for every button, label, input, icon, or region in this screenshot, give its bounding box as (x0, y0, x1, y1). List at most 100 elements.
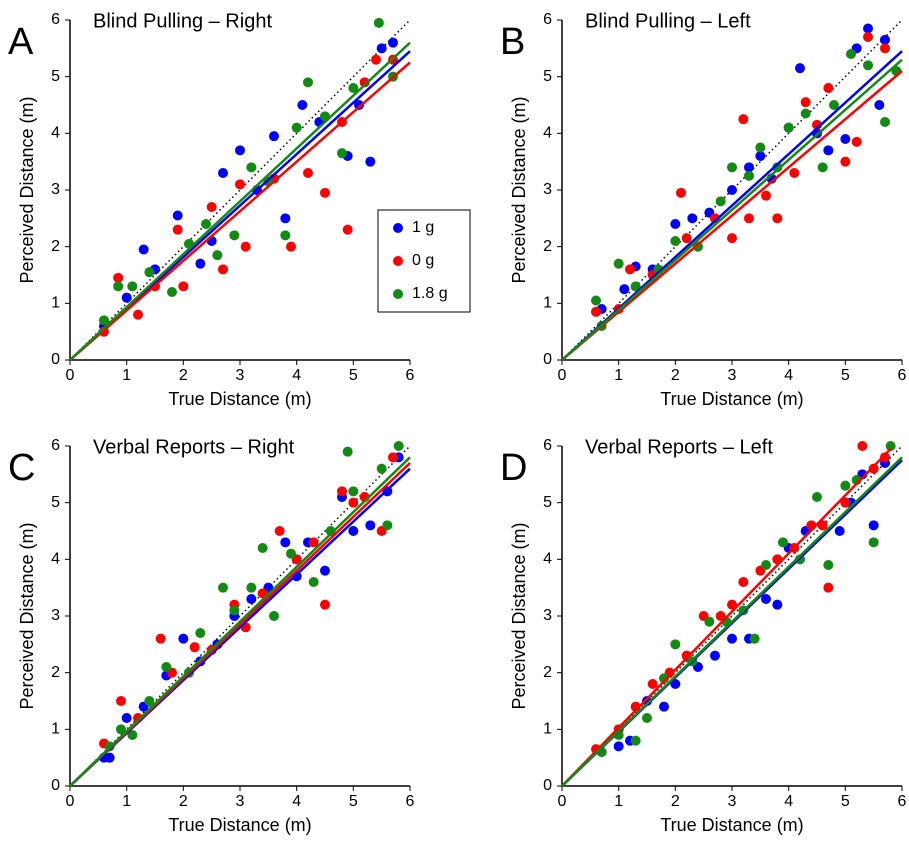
y-tick-label: 3 (543, 181, 552, 198)
data-point (772, 162, 783, 173)
y-axis-label: Perceived Distance (m) (509, 522, 529, 709)
data-point (846, 49, 856, 59)
panel-title: Blind Pulling – Right (93, 10, 272, 32)
data-point (320, 565, 330, 576)
fit-line (561, 447, 892, 787)
data-point (371, 54, 381, 65)
data-point (121, 713, 132, 723)
data-point (127, 730, 138, 740)
data-point (715, 196, 726, 207)
legend-marker (393, 256, 403, 266)
data-point (348, 497, 359, 508)
panel-title: Verbal Reports – Left (585, 436, 773, 458)
data-point (642, 713, 652, 723)
data-point (354, 100, 364, 110)
data-point (388, 37, 398, 48)
data-point (229, 230, 240, 241)
legend-label: 0 g (412, 252, 434, 269)
y-tick-label: 5 (543, 494, 552, 511)
data-point (670, 236, 681, 246)
y-tick-label: 0 (51, 351, 60, 368)
data-point (840, 134, 851, 144)
panel-letter: A (8, 21, 34, 63)
y-axis-label: Perceived Distance (m) (17, 96, 37, 283)
data-point (206, 202, 217, 212)
y-tick-label: 6 (543, 11, 552, 28)
x-axis-label: True Distance (m) (168, 389, 311, 409)
data-point (286, 548, 296, 559)
data-point (116, 724, 126, 735)
y-tick-label: 1 (543, 295, 552, 312)
data-point (630, 735, 641, 746)
data-point (863, 32, 873, 42)
y-tick-label: 4 (543, 551, 552, 568)
data-point (359, 77, 370, 88)
panel: A Blind Pulling – Right True Distance (m) P… (8, 10, 471, 409)
y-tick-label: 0 (543, 777, 552, 794)
data-point (670, 639, 681, 650)
panel-letter: B (500, 21, 525, 63)
data-point (755, 142, 766, 153)
data-point (348, 83, 359, 93)
data-point (348, 486, 359, 497)
data-point (630, 281, 641, 292)
data-point (388, 452, 398, 463)
data-point (857, 441, 868, 451)
identity-line (69, 19, 411, 361)
data-point (613, 258, 624, 269)
data-point (167, 287, 177, 297)
data-point (113, 272, 124, 283)
fit-line (69, 41, 411, 361)
data-point (320, 187, 330, 198)
data-point (840, 156, 851, 167)
data-point (817, 162, 828, 173)
data-point (172, 210, 183, 221)
fit-line (69, 456, 411, 787)
y-tick-label: 4 (51, 551, 60, 568)
data-point (286, 241, 296, 252)
data-point (591, 295, 601, 306)
data-point (342, 446, 353, 457)
data-point (851, 136, 862, 147)
x-tick-label: 1 (614, 793, 623, 810)
data-point (885, 441, 896, 451)
data-point (218, 264, 228, 275)
data-point (337, 148, 347, 159)
data-point (189, 642, 200, 653)
data-point (880, 43, 890, 54)
legend-marker (393, 289, 403, 299)
data-point (195, 628, 206, 638)
x-tick-label: 2 (179, 367, 188, 384)
data-point (659, 673, 669, 684)
panel-title: Blind Pulling – Left (585, 10, 751, 32)
fit-line (561, 456, 903, 787)
data-point (744, 213, 754, 224)
panel-letter: D (500, 447, 527, 489)
panel-title: Verbal Reports – Right (93, 436, 295, 458)
data-point (144, 696, 155, 706)
data-point (738, 114, 749, 125)
data-point (823, 560, 834, 570)
data-point (659, 701, 669, 712)
data-point (874, 100, 885, 110)
data-point (155, 633, 166, 644)
data-point (778, 537, 788, 548)
data-point (727, 633, 737, 644)
x-tick-label: 3 (728, 793, 737, 810)
x-tick-label: 5 (841, 793, 850, 810)
data-point (325, 526, 336, 536)
data-point (144, 267, 155, 278)
data-point (772, 599, 783, 610)
data-point (761, 190, 771, 201)
data-point (800, 97, 811, 108)
data-point (116, 696, 126, 706)
data-point (127, 281, 138, 292)
data-point (613, 741, 624, 752)
data-point (291, 122, 302, 133)
data-point (823, 83, 834, 93)
y-tick-label: 3 (543, 607, 552, 624)
x-tick-label: 6 (406, 793, 415, 810)
data-point (212, 250, 223, 261)
data-point (744, 170, 754, 181)
data-point (880, 34, 890, 45)
